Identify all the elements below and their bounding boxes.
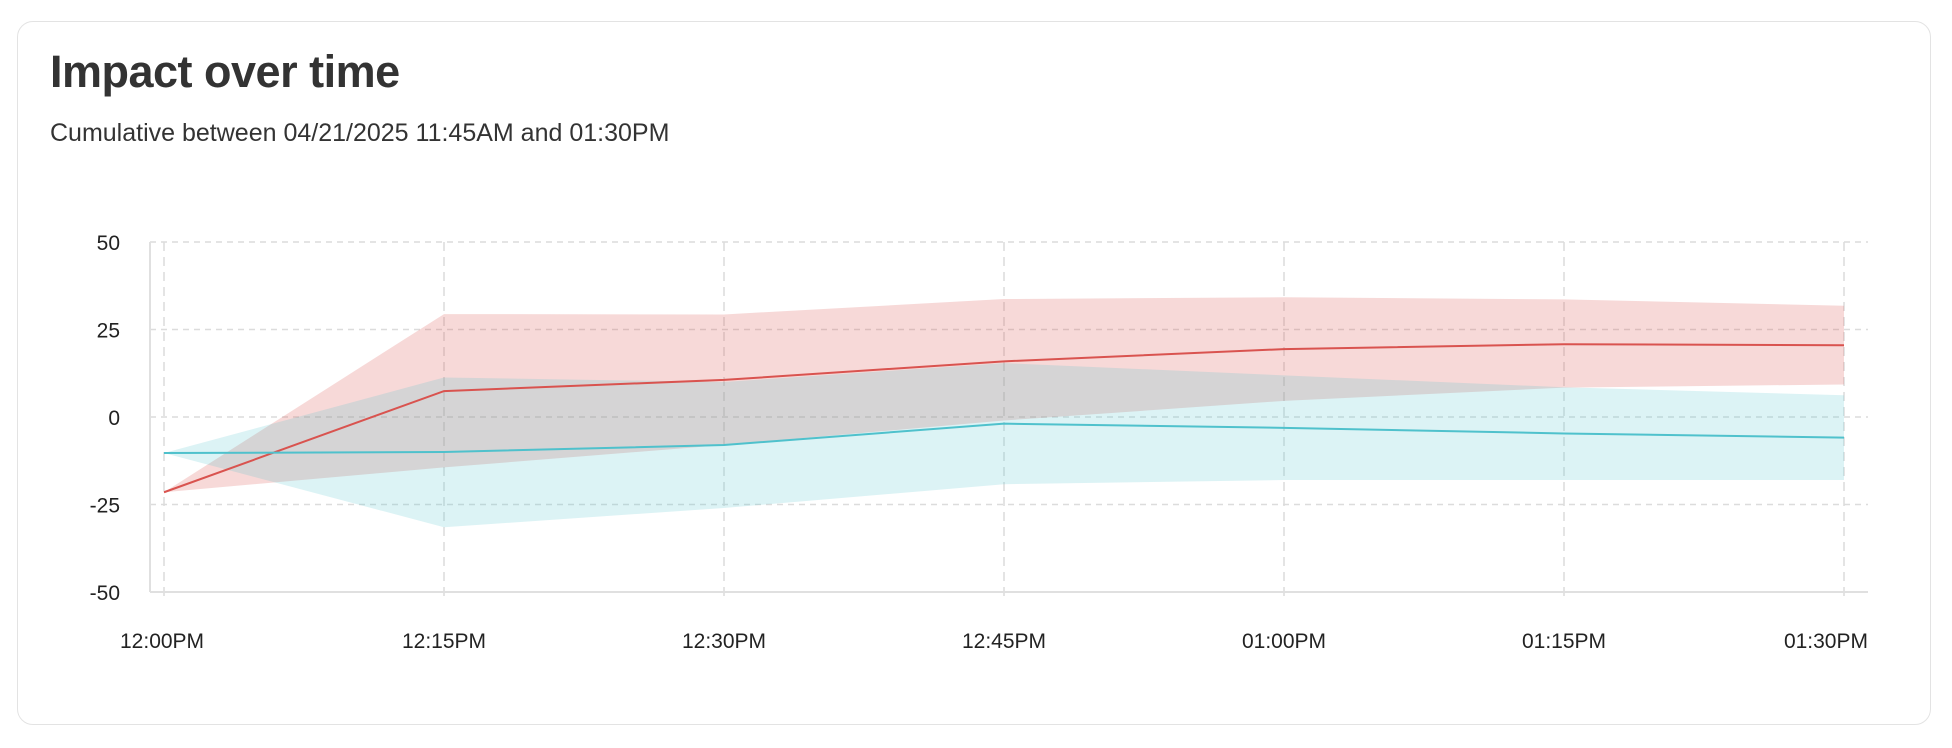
y-tick-label: 25	[97, 320, 120, 343]
y-tick-label: 50	[97, 232, 120, 255]
chart-subtitle: Cumulative between 04/21/2025 11:45AM an…	[50, 119, 670, 147]
x-tick-label: 12:45PM	[962, 630, 1046, 653]
x-tick-label: 01:15PM	[1522, 630, 1606, 653]
x-tick-label: 12:15PM	[402, 630, 486, 653]
y-tick-label: -50	[90, 582, 120, 605]
x-tick-label: 12:30PM	[682, 630, 766, 653]
axes: 50 25 0 -25 -50 12:00PM 12:15PM 12:30PM 12:45PM 0…	[90, 232, 1868, 653]
y-tick-label: 0	[108, 407, 120, 430]
confidence-bands	[164, 297, 1844, 528]
x-tick-label: 01:30PM	[1784, 630, 1868, 653]
grid	[150, 241, 1868, 600]
chart-title: Impact over time	[50, 46, 400, 97]
x-tick-label: 01:00PM	[1242, 630, 1326, 653]
confidence-band-1	[164, 363, 1844, 528]
series-lines	[163, 343, 1845, 494]
chart-card	[17, 21, 1931, 725]
y-tick-label: -25	[90, 495, 120, 518]
x-tick-label: 12:00PM	[120, 630, 204, 653]
